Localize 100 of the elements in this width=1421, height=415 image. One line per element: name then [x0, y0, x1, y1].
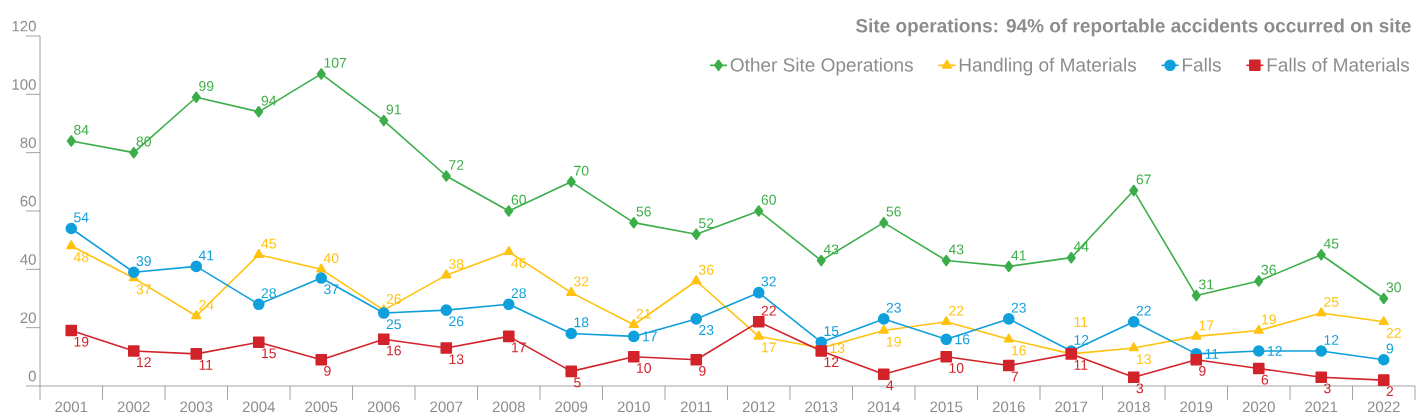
data-label: 36 [1261, 264, 1276, 275]
data-label: 99 [199, 80, 214, 91]
legend-label: Falls [1182, 57, 1221, 72]
x-tick-label: 2008 [492, 401, 525, 412]
data-label: 5 [574, 377, 581, 388]
data-label: 10 [949, 362, 964, 373]
data-label: 16 [1012, 345, 1026, 356]
data-label: 37 [136, 284, 151, 294]
data-label: 11 [199, 359, 213, 370]
y-tick-label: 40 [20, 253, 36, 265]
data-label: 17 [1199, 320, 1214, 330]
x-tick-label: 2015 [930, 401, 963, 412]
data-label: 39 [136, 255, 151, 266]
data-label: 21 [636, 308, 651, 319]
data-label: 6 [1261, 374, 1269, 385]
data-label: 13 [830, 342, 845, 353]
x-tick-label: 2005 [305, 401, 338, 412]
x-tick-label: 2020 [1242, 401, 1275, 412]
data-label: 38 [449, 258, 464, 269]
data-label: 26 [386, 293, 401, 304]
y-tick-label: 0 [28, 370, 36, 382]
data-label: 43 [948, 244, 964, 255]
data-label: 9 [1386, 343, 1394, 354]
data-label: 26 [449, 316, 464, 327]
data-label: 23 [1011, 302, 1026, 313]
x-tick-label: 2017 [1055, 401, 1088, 412]
data-label: 31 [1198, 279, 1214, 290]
data-label: 54 [74, 212, 89, 223]
data-label: 17 [762, 342, 776, 352]
x-tick-label: 2016 [992, 401, 1025, 412]
data-label: 22 [761, 305, 776, 316]
x-tick-label: 2019 [1180, 401, 1213, 412]
data-label: 60 [511, 194, 526, 205]
legend-label: Other Site Operations [730, 57, 913, 76]
data-label: 56 [886, 206, 901, 217]
x-tick-label: 2009 [555, 401, 588, 412]
data-label: 22 [1386, 327, 1401, 338]
data-label: 22 [949, 305, 964, 316]
data-label: 94 [261, 95, 277, 106]
data-label: 45 [1323, 238, 1339, 249]
data-label: 12 [1324, 334, 1339, 345]
data-label: 84 [74, 124, 89, 135]
data-label: 16 [387, 345, 401, 356]
data-label: 46 [511, 257, 526, 268]
data-label: 67 [1136, 174, 1151, 185]
data-label: 3 [1323, 383, 1331, 394]
legend-label: Falls of Materials [1267, 57, 1410, 72]
data-label: 70 [574, 165, 589, 176]
data-label: 3 [1136, 383, 1144, 394]
y-tick-label: 60 [20, 195, 36, 207]
data-label: 25 [386, 319, 401, 329]
x-tick-label: 2012 [742, 401, 775, 412]
data-label: 30 [1386, 282, 1401, 293]
data-label: 25 [1324, 296, 1339, 307]
chart-title: Site operations: 94% of reportable accidents occurred on site [855, 18, 1411, 36]
data-label: 56 [636, 206, 651, 217]
y-tick-label: 120 [12, 20, 36, 32]
x-tick-label: 2006 [367, 401, 400, 412]
data-label: 52 [699, 217, 714, 228]
data-label: 9 [324, 365, 331, 376]
data-label: 23 [886, 302, 901, 313]
data-label: 19 [74, 336, 89, 347]
y-tick-label: 80 [20, 137, 36, 148]
data-label: 32 [574, 276, 589, 287]
data-label: 40 [323, 252, 339, 263]
data-label: 16 [955, 334, 970, 345]
data-label: 41 [198, 250, 214, 260]
x-tick-label: 2003 [180, 401, 213, 412]
data-label: 19 [1262, 314, 1276, 325]
legend-label: Handling of Materials [959, 57, 1137, 76]
data-label: 72 [449, 159, 464, 170]
data-label: 4 [886, 380, 894, 390]
x-tick-label: 2011 [680, 401, 712, 412]
data-label: 9 [1199, 365, 1206, 376]
data-label: 11 [1074, 359, 1088, 370]
data-label: 60 [761, 194, 776, 205]
data-label: 43 [823, 244, 839, 255]
data-label: 91 [386, 104, 401, 115]
x-tick-label: 2001 [55, 401, 88, 412]
data-label: 45 [261, 238, 276, 249]
x-tick-label: 2021 [1305, 401, 1338, 412]
x-tick-label: 2010 [617, 401, 650, 412]
data-label: 9 [699, 365, 706, 376]
y-tick-label: 20 [20, 312, 36, 323]
data-label: 12 [137, 356, 151, 367]
data-label: 15 [824, 326, 839, 336]
data-label: 22 [1136, 305, 1151, 316]
data-label: 107 [324, 57, 347, 68]
data-label: 28 [261, 287, 276, 298]
y-tick-label: 100 [12, 78, 36, 90]
x-tick-label: 2004 [242, 401, 276, 412]
data-label: 41 [1011, 250, 1026, 260]
data-label: 13 [449, 354, 464, 364]
data-label: 32 [761, 276, 776, 287]
data-label: 2 [1386, 386, 1394, 396]
data-label: 18 [574, 317, 589, 328]
data-label: 12 [824, 356, 839, 367]
data-label: 36 [698, 264, 714, 275]
data-label: 23 [699, 324, 714, 335]
data-label: 11 [1074, 316, 1088, 327]
